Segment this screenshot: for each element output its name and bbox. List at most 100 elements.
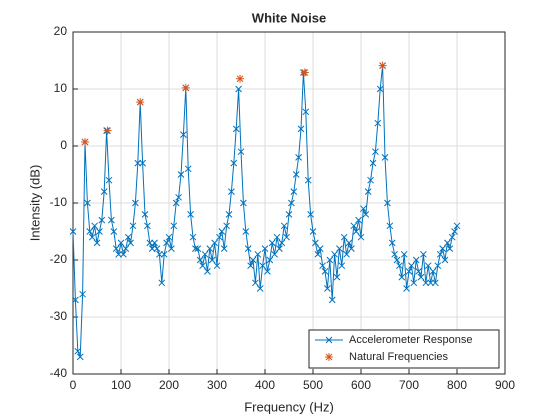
marker bbox=[69, 228, 77, 235]
marker bbox=[309, 228, 317, 235]
marker bbox=[364, 188, 372, 195]
marker bbox=[328, 296, 336, 304]
x-tick-label: 700 bbox=[399, 378, 419, 392]
y-tick-label: 10 bbox=[54, 81, 68, 95]
marker bbox=[261, 245, 269, 252]
x-tick-label: 300 bbox=[207, 378, 227, 392]
x-tick-label: 200 bbox=[159, 378, 179, 392]
marker bbox=[362, 211, 370, 218]
marker bbox=[292, 171, 300, 178]
y-axis-label: Intensity (dB) bbox=[27, 165, 42, 242]
marker bbox=[343, 250, 350, 258]
marker bbox=[144, 222, 151, 230]
marker bbox=[340, 233, 348, 241]
marker bbox=[302, 108, 310, 116]
marker bbox=[230, 159, 238, 167]
marker bbox=[208, 256, 216, 264]
marker bbox=[151, 239, 158, 247]
marker bbox=[103, 126, 112, 135]
marker bbox=[378, 61, 387, 70]
marker bbox=[98, 216, 106, 224]
marker bbox=[283, 233, 290, 241]
marker bbox=[218, 228, 226, 235]
marker bbox=[369, 159, 377, 167]
marker bbox=[237, 148, 245, 156]
marker bbox=[120, 250, 127, 258]
marker bbox=[333, 273, 341, 281]
marker bbox=[132, 199, 139, 207]
marker bbox=[146, 239, 154, 247]
marker bbox=[181, 83, 190, 92]
marker bbox=[436, 250, 444, 258]
marker bbox=[110, 228, 118, 235]
marker bbox=[307, 211, 314, 218]
marker bbox=[314, 250, 322, 258]
marker bbox=[415, 268, 422, 275]
marker bbox=[300, 68, 309, 77]
marker bbox=[216, 233, 223, 241]
marker bbox=[319, 262, 326, 270]
marker bbox=[192, 245, 199, 252]
marker bbox=[439, 245, 446, 252]
x-tick-label: 100 bbox=[111, 378, 131, 392]
series bbox=[69, 62, 461, 361]
marker bbox=[236, 74, 245, 83]
marker bbox=[304, 176, 312, 184]
marker bbox=[290, 188, 298, 195]
marker bbox=[410, 279, 418, 287]
marker bbox=[84, 199, 91, 207]
marker bbox=[432, 279, 439, 287]
marker bbox=[386, 222, 394, 230]
x-axis-label: Frequency (Hz) bbox=[244, 399, 334, 414]
marker bbox=[129, 222, 137, 230]
marker bbox=[424, 262, 432, 270]
y-tick-label: -40 bbox=[50, 366, 68, 380]
legend-symbol bbox=[325, 353, 333, 361]
x-tick-label: 600 bbox=[351, 378, 371, 392]
marker bbox=[427, 279, 434, 287]
marker bbox=[112, 245, 120, 252]
marker bbox=[336, 245, 343, 252]
marker bbox=[235, 85, 242, 93]
marker bbox=[372, 148, 379, 156]
marker bbox=[247, 262, 254, 270]
marker bbox=[211, 239, 218, 247]
chart-title: White Noise bbox=[252, 10, 326, 25]
marker bbox=[446, 245, 454, 252]
marker bbox=[367, 176, 374, 184]
marker bbox=[400, 250, 408, 258]
marker bbox=[122, 245, 130, 252]
marker bbox=[276, 245, 283, 252]
marker bbox=[355, 216, 362, 224]
marker bbox=[348, 245, 355, 252]
legend-marker bbox=[325, 353, 333, 361]
marker bbox=[268, 239, 276, 247]
marker bbox=[96, 228, 103, 235]
marker bbox=[273, 233, 281, 241]
marker bbox=[170, 222, 178, 230]
marker bbox=[117, 239, 125, 247]
marker bbox=[86, 228, 94, 235]
x-tick-label: 900 bbox=[495, 378, 515, 392]
marker bbox=[124, 233, 132, 241]
marker bbox=[175, 193, 182, 201]
marker bbox=[376, 85, 384, 93]
marker bbox=[240, 199, 247, 207]
marker bbox=[405, 268, 413, 275]
legend-label: Natural Frequencies bbox=[349, 351, 449, 363]
marker bbox=[288, 199, 295, 207]
marker bbox=[189, 233, 197, 241]
marker bbox=[115, 250, 122, 258]
marker bbox=[338, 262, 346, 270]
plot-frame bbox=[72, 31, 506, 375]
marker bbox=[388, 239, 396, 247]
marker bbox=[213, 262, 221, 270]
marker bbox=[249, 256, 257, 264]
marker bbox=[242, 228, 250, 235]
marker bbox=[134, 159, 142, 167]
marker bbox=[266, 256, 274, 264]
marker bbox=[160, 250, 168, 258]
y-tick-label: -20 bbox=[50, 252, 68, 266]
marker bbox=[417, 273, 425, 281]
